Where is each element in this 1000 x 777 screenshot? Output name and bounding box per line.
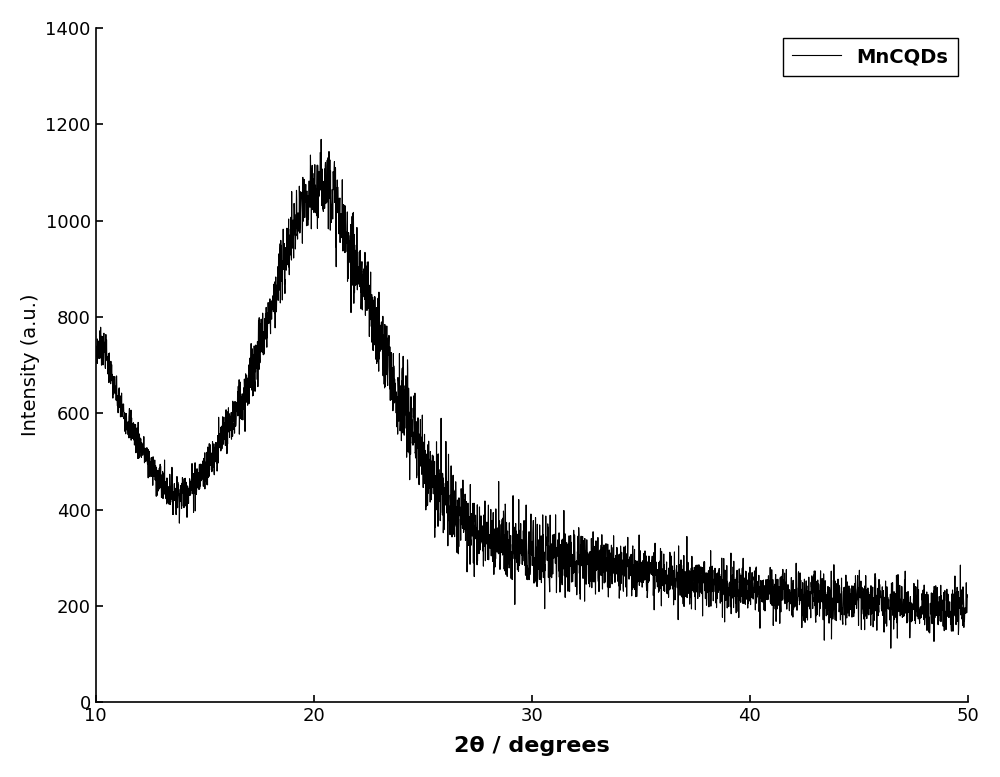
MnCQDs	[315, 134, 327, 144]
MnCQDs	[962, 590, 974, 599]
Line: MnCQDs: MnCQDs	[96, 139, 968, 648]
MnCQDs	[456, 505, 468, 514]
MnCQDs	[885, 643, 897, 653]
MnCQDs	[504, 534, 516, 543]
MnCQDs	[90, 332, 102, 341]
Y-axis label: Intensity (a.u.): Intensity (a.u.)	[21, 294, 40, 436]
MnCQDs	[723, 578, 735, 587]
MnCQDs	[463, 528, 475, 537]
Legend: MnCQDs: MnCQDs	[783, 37, 958, 76]
MnCQDs	[935, 605, 947, 615]
X-axis label: 2θ / degrees: 2θ / degrees	[454, 736, 610, 756]
MnCQDs	[892, 570, 904, 579]
